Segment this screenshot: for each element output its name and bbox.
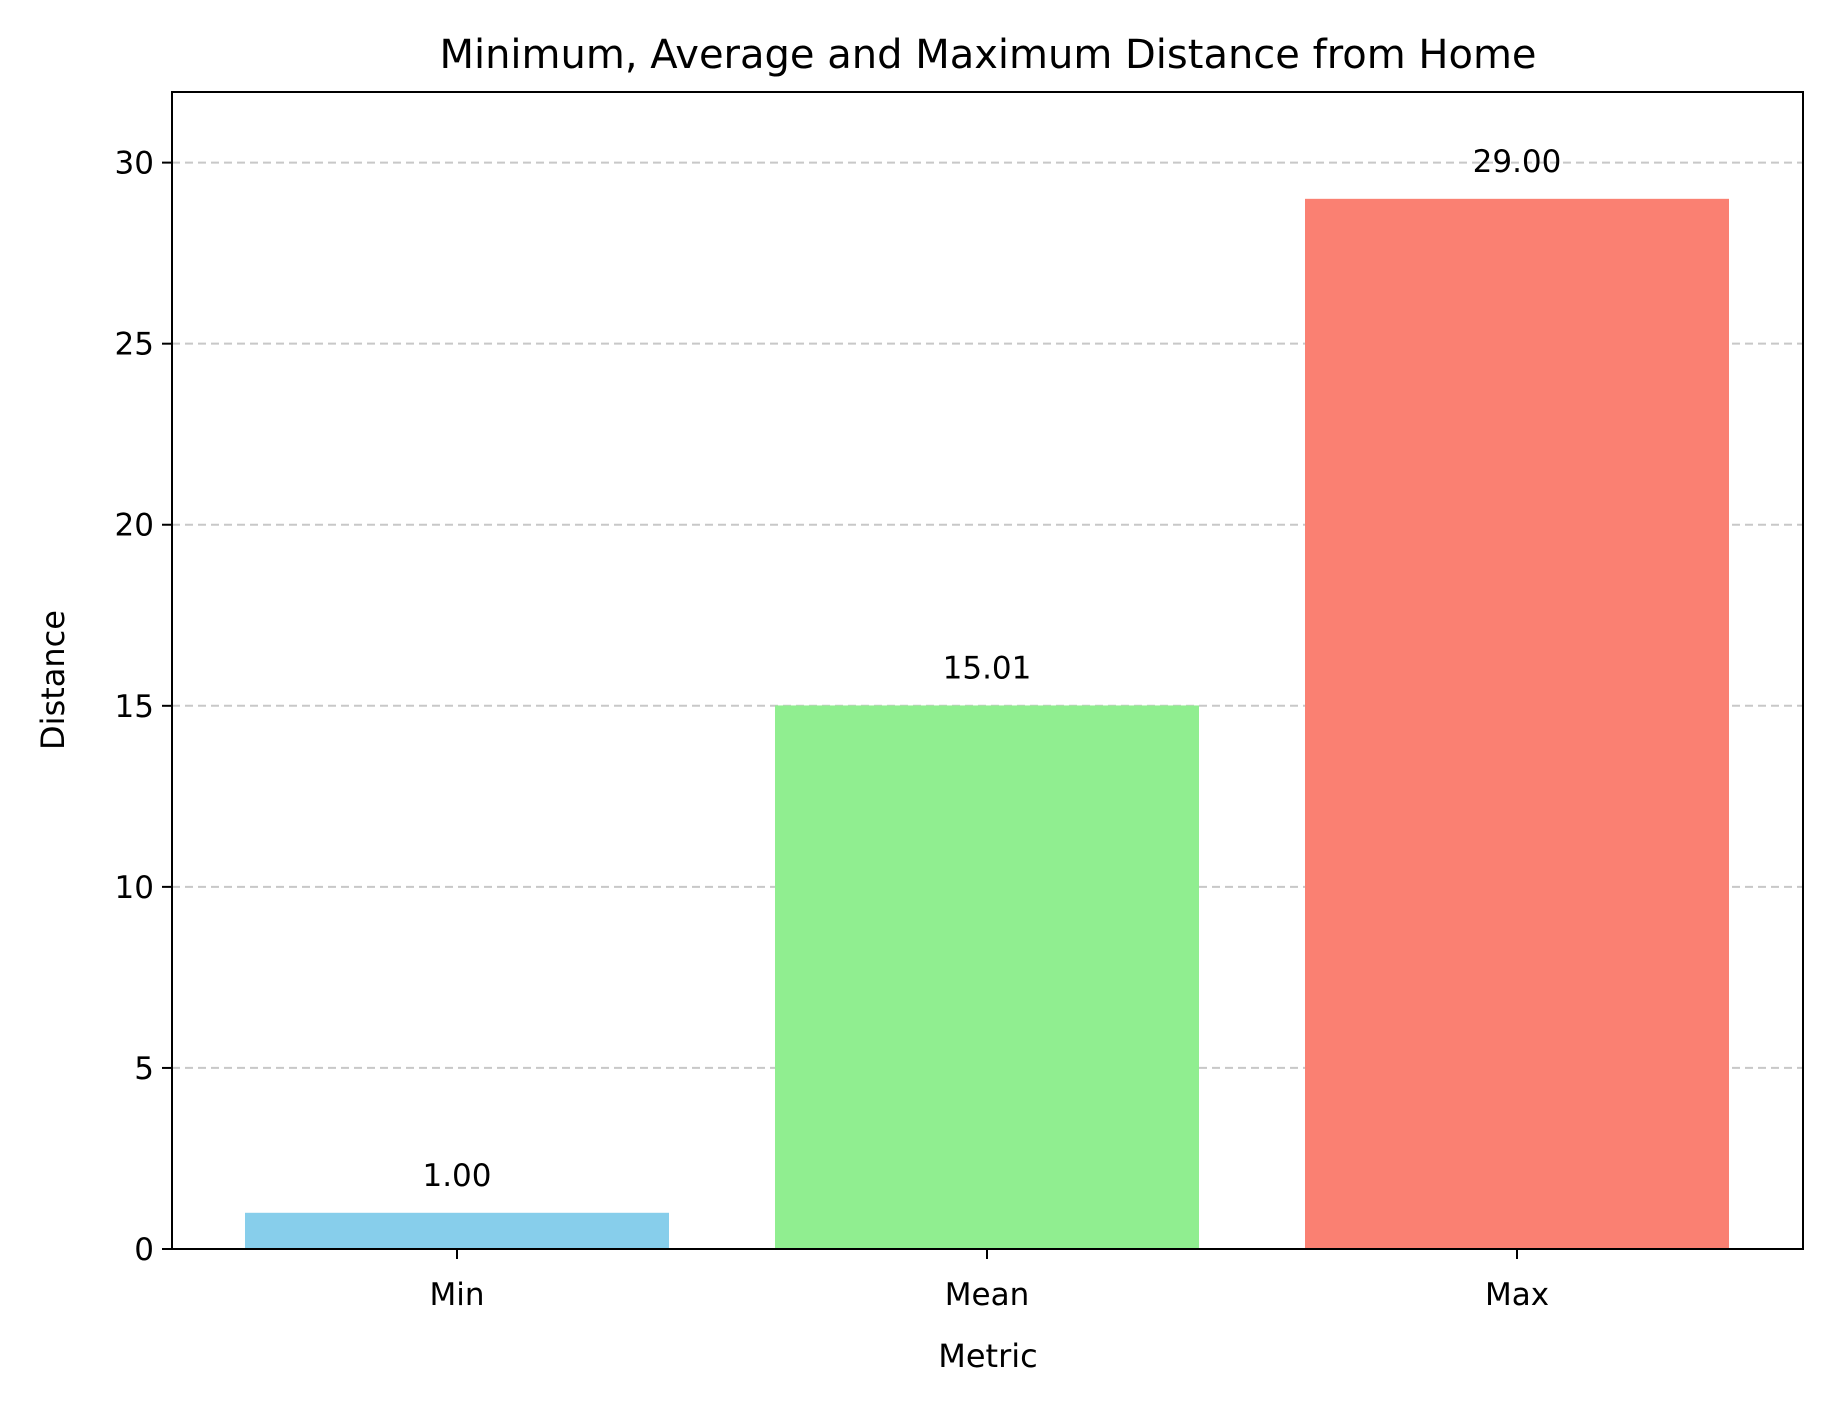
data-label-min: 1.00 bbox=[422, 1158, 491, 1194]
y-tick-label: 5 bbox=[134, 1051, 154, 1087]
y-tick-label: 25 bbox=[115, 327, 154, 363]
x-tick-label: Mean bbox=[945, 1277, 1029, 1313]
bar-min bbox=[245, 1212, 669, 1249]
x-tick-label: Min bbox=[429, 1277, 484, 1313]
bars bbox=[245, 198, 1729, 1249]
data-label-mean: 15.01 bbox=[943, 650, 1032, 686]
y-axis-ticks: 0 5 10 15 20 25 30 bbox=[115, 146, 172, 1268]
data-labels: 1.00 15.01 29.00 bbox=[422, 144, 1561, 1194]
y-tick-label: 15 bbox=[115, 689, 154, 725]
bar-mean bbox=[775, 705, 1199, 1249]
y-tick-label: 20 bbox=[115, 508, 154, 544]
y-axis-label: Distance bbox=[34, 610, 72, 750]
x-axis-ticks: Min Mean Max bbox=[429, 1249, 1549, 1313]
chart-title: Minimum, Average and Maximum Distance fr… bbox=[439, 32, 1536, 78]
y-tick-label: 30 bbox=[115, 146, 154, 182]
x-tick-label: Max bbox=[1485, 1277, 1549, 1313]
x-axis-label: Metric bbox=[938, 1337, 1037, 1375]
y-tick-label: 0 bbox=[134, 1232, 154, 1268]
data-label-max: 29.00 bbox=[1473, 144, 1562, 180]
bar-max bbox=[1305, 198, 1729, 1249]
y-tick-label: 10 bbox=[115, 870, 154, 906]
